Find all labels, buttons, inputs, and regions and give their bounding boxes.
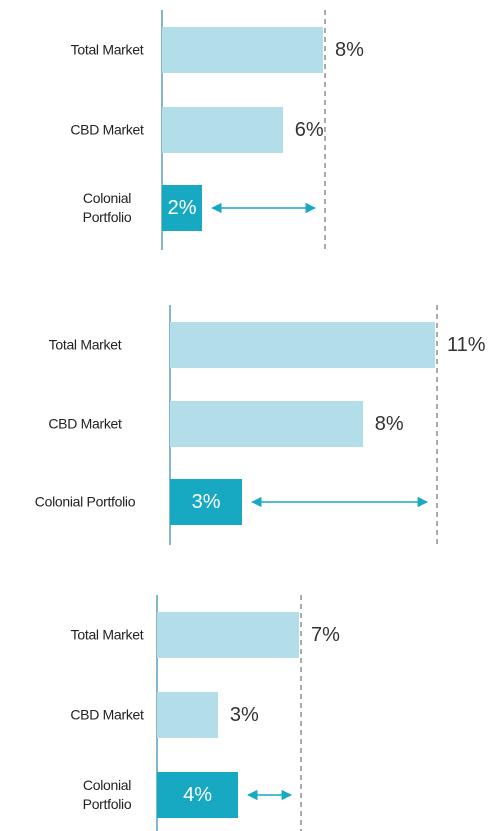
value-label: 6% xyxy=(294,119,324,141)
value-label: 3% xyxy=(229,704,259,726)
category-label: Colonial Portfolio xyxy=(34,493,136,510)
value-label: 8% xyxy=(335,39,364,61)
category-label: CBD Market xyxy=(70,706,144,723)
value-label: 4% xyxy=(183,784,213,806)
bar xyxy=(170,479,243,525)
category-label: Total Market xyxy=(70,41,144,58)
category-label: Total Market xyxy=(70,626,144,643)
value-label: 7% xyxy=(311,624,340,646)
bar xyxy=(170,322,435,368)
value-label: 8% xyxy=(374,413,404,435)
category-label: CBD Market xyxy=(70,121,144,138)
category-label: Total Market xyxy=(48,336,122,353)
category-label: Colonial Portfolio xyxy=(82,190,132,225)
value-label: 11% xyxy=(447,334,486,356)
bar xyxy=(162,107,283,153)
value-label: 2% xyxy=(167,197,197,219)
bar xyxy=(157,772,239,818)
bar xyxy=(162,185,203,231)
bar xyxy=(170,401,363,447)
bar xyxy=(157,692,218,738)
bar xyxy=(157,612,299,658)
category-label: CBD Market xyxy=(48,415,122,432)
category-label: Colonial Portfolio xyxy=(82,777,132,812)
value-label: 3% xyxy=(191,491,221,513)
bar xyxy=(162,27,323,73)
